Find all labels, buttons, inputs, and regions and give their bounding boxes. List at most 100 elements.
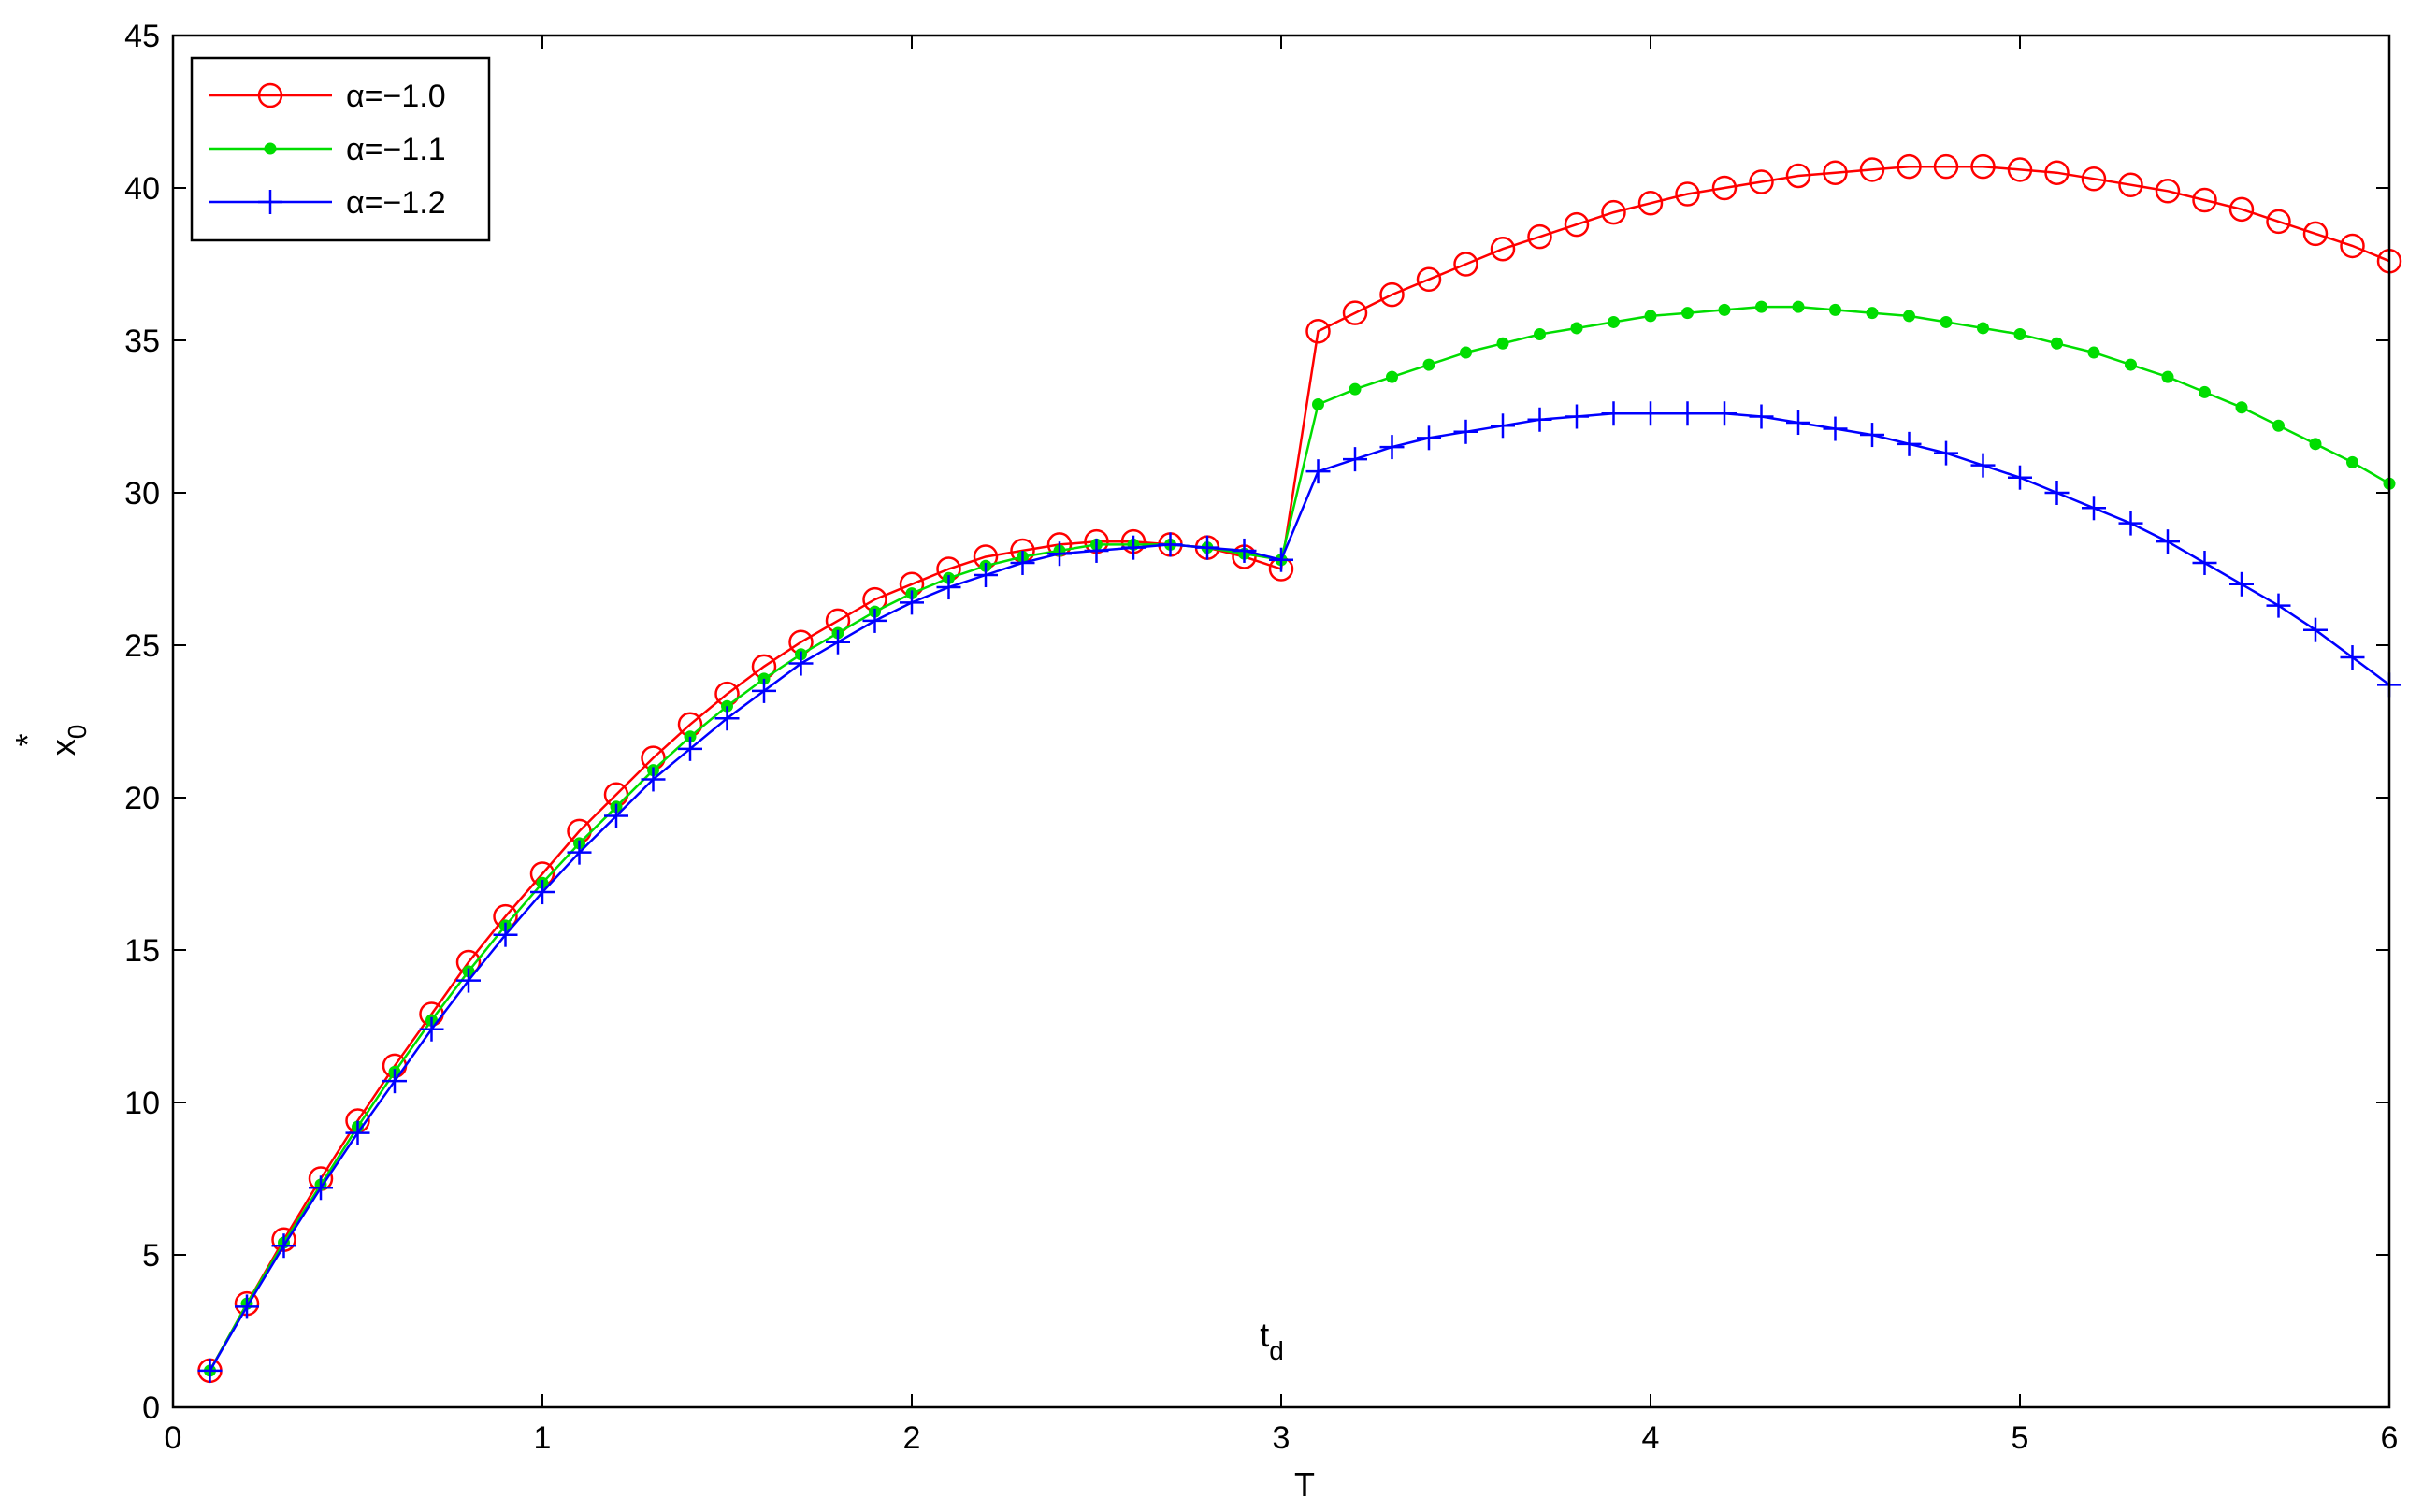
- data-point: [1637, 191, 1664, 216]
- data-point: [1749, 404, 1774, 429]
- data-point: [2272, 419, 2285, 432]
- legend: α=−1.0 α=−1.1 α=−1.2: [190, 56, 491, 242]
- data-point: [1712, 401, 1737, 426]
- data-point: [2008, 465, 2032, 490]
- data-point: [2340, 645, 2365, 670]
- data-point: [826, 629, 850, 655]
- data-point: [2044, 160, 2070, 185]
- data-point: [1417, 425, 1441, 451]
- y-tick-label: 35: [124, 324, 160, 359]
- data-point: [1897, 431, 1922, 456]
- x-tick-label: 3: [1273, 1420, 1291, 1456]
- data-point: [2087, 346, 2100, 359]
- data-point: [419, 1016, 444, 1042]
- data-point: [2082, 496, 2106, 521]
- data-point: [1305, 318, 1331, 344]
- data-point: [2235, 401, 2248, 414]
- y-tick-label: 5: [142, 1238, 160, 1274]
- data-point: [1534, 327, 1546, 340]
- data-point: [714, 706, 740, 731]
- data-point: [1897, 153, 1922, 180]
- data-point: [1158, 532, 1183, 557]
- data-point: [1496, 337, 1509, 350]
- data-point: [2013, 327, 2026, 340]
- data-point: [936, 575, 961, 600]
- data-point: [1195, 535, 1219, 560]
- data-point: [1379, 281, 1405, 308]
- data-point: [1933, 153, 1959, 180]
- y-tick-label: 15: [124, 933, 160, 969]
- data-point: [1749, 169, 1774, 194]
- data-point: [530, 880, 555, 905]
- data-point: [641, 767, 666, 792]
- data-point: [2266, 593, 2291, 618]
- data-point: [1860, 423, 1884, 448]
- data-point: [1490, 236, 1516, 262]
- series-line-1: [209, 165, 2390, 1372]
- data-point: [1601, 199, 1626, 225]
- data-point: [2081, 166, 2107, 192]
- data-point: [1903, 310, 1915, 323]
- y-tick-label: 45: [124, 19, 160, 54]
- legend-marker: [258, 190, 282, 214]
- data-point: [900, 590, 924, 615]
- data-point: [1343, 447, 1367, 472]
- data-point: [1047, 541, 1072, 567]
- data-point: [2125, 358, 2137, 371]
- y-axis-label-sup: *: [8, 733, 47, 746]
- y-axis-label-text: x0: [44, 725, 92, 756]
- data-point: [2044, 481, 2070, 505]
- data-point: [1453, 252, 1478, 277]
- x-tick-label: 0: [165, 1420, 182, 1456]
- data-point: [1786, 410, 1810, 436]
- x-tick-label: 4: [1642, 1420, 1660, 1456]
- data-point: [1453, 419, 1478, 444]
- data-point: [1638, 401, 1663, 426]
- y-axis-label: x0*: [8, 725, 92, 756]
- data-point: [2346, 455, 2358, 468]
- data-point: [752, 678, 776, 703]
- legend-marker: [264, 142, 277, 155]
- data-point: [862, 608, 887, 633]
- series-layer: [197, 153, 2402, 1384]
- data-point: [2118, 511, 2143, 536]
- data-point: [456, 968, 481, 993]
- y-tick-label: 40: [124, 171, 160, 207]
- y-tick-label: 10: [124, 1086, 160, 1121]
- legend-entry: α=−1.1: [209, 132, 446, 167]
- legend-label: α=−1.2: [346, 185, 446, 221]
- x-tick-label: 6: [2381, 1420, 2399, 1456]
- data-point: [1349, 382, 1362, 396]
- data-point: [1010, 550, 1035, 575]
- data-point: [567, 840, 592, 865]
- data-point: [1785, 163, 1811, 189]
- series-line-2: [209, 305, 2390, 1372]
- data-point: [1829, 303, 1841, 316]
- data-point: [2192, 187, 2217, 213]
- data-point: [1416, 266, 1442, 293]
- x-tick-label: 1: [534, 1420, 552, 1456]
- data-point: [2266, 209, 2291, 235]
- data-point: [2303, 617, 2328, 642]
- data-point: [1934, 440, 1958, 466]
- data-point: [382, 1069, 407, 1094]
- data-point: [2228, 196, 2255, 223]
- data-point: [1792, 300, 1805, 313]
- data-point: [1644, 310, 1657, 323]
- data-point: [1565, 404, 1589, 429]
- y-tick-label: 20: [124, 781, 160, 816]
- data-point: [1305, 459, 1331, 484]
- data-point: [345, 1120, 370, 1145]
- data-point: [788, 651, 814, 676]
- series-line-3: [209, 411, 2390, 1372]
- data-point: [678, 736, 702, 761]
- data-point: [1977, 322, 1989, 335]
- data-point: [604, 803, 628, 828]
- data-point: [2199, 385, 2211, 398]
- data-point: [974, 563, 998, 588]
- annotation-td: td: [1260, 1316, 1284, 1365]
- data-point: [1675, 181, 1700, 207]
- data-point: [1608, 315, 1620, 328]
